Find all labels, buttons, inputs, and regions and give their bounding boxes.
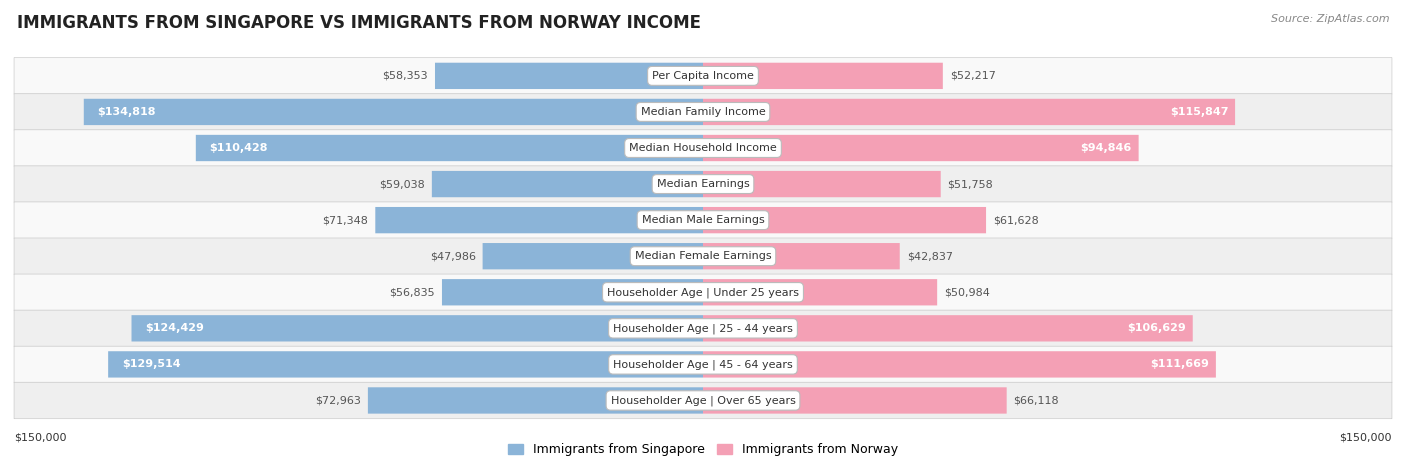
Text: $66,118: $66,118 [1014,396,1059,405]
FancyBboxPatch shape [703,63,943,89]
FancyBboxPatch shape [703,387,1007,414]
FancyBboxPatch shape [84,99,703,125]
Text: Source: ZipAtlas.com: Source: ZipAtlas.com [1271,14,1389,24]
Text: $71,348: $71,348 [322,215,368,225]
FancyBboxPatch shape [703,99,1234,125]
Text: $51,758: $51,758 [948,179,994,189]
FancyBboxPatch shape [14,202,1392,238]
Text: $56,835: $56,835 [389,287,434,297]
FancyBboxPatch shape [482,243,703,269]
Text: $115,847: $115,847 [1170,107,1229,117]
Text: Householder Age | Over 65 years: Householder Age | Over 65 years [610,395,796,406]
FancyBboxPatch shape [132,315,703,341]
Text: $134,818: $134,818 [97,107,156,117]
FancyBboxPatch shape [434,63,703,89]
FancyBboxPatch shape [703,171,941,197]
Text: $42,837: $42,837 [907,251,953,261]
Text: $110,428: $110,428 [209,143,269,153]
Text: $150,000: $150,000 [14,433,66,443]
Text: $61,628: $61,628 [993,215,1039,225]
FancyBboxPatch shape [375,207,703,234]
FancyBboxPatch shape [432,171,703,197]
FancyBboxPatch shape [703,135,1139,161]
Text: $94,846: $94,846 [1080,143,1132,153]
Text: $47,986: $47,986 [430,251,475,261]
Text: Householder Age | 45 - 64 years: Householder Age | 45 - 64 years [613,359,793,370]
FancyBboxPatch shape [14,94,1392,130]
Text: $129,514: $129,514 [122,360,180,369]
Text: Median Family Income: Median Family Income [641,107,765,117]
Text: IMMIGRANTS FROM SINGAPORE VS IMMIGRANTS FROM NORWAY INCOME: IMMIGRANTS FROM SINGAPORE VS IMMIGRANTS … [17,14,700,32]
FancyBboxPatch shape [14,310,1392,347]
FancyBboxPatch shape [14,238,1392,275]
FancyBboxPatch shape [703,315,1192,341]
FancyBboxPatch shape [108,351,703,377]
Text: Median Female Earnings: Median Female Earnings [634,251,772,261]
Legend: Immigrants from Singapore, Immigrants from Norway: Immigrants from Singapore, Immigrants fr… [503,439,903,461]
FancyBboxPatch shape [14,382,1392,419]
FancyBboxPatch shape [441,279,703,305]
Text: Householder Age | 25 - 44 years: Householder Age | 25 - 44 years [613,323,793,333]
Text: Median Earnings: Median Earnings [657,179,749,189]
FancyBboxPatch shape [703,243,900,269]
Text: $111,669: $111,669 [1150,360,1209,369]
Text: $106,629: $106,629 [1128,323,1185,333]
Text: $58,353: $58,353 [382,71,427,81]
FancyBboxPatch shape [368,387,703,414]
Text: $50,984: $50,984 [943,287,990,297]
FancyBboxPatch shape [703,351,1216,377]
Text: Householder Age | Under 25 years: Householder Age | Under 25 years [607,287,799,297]
Text: $59,038: $59,038 [380,179,425,189]
FancyBboxPatch shape [14,166,1392,202]
FancyBboxPatch shape [703,207,986,234]
Text: $52,217: $52,217 [949,71,995,81]
FancyBboxPatch shape [14,274,1392,311]
Text: Median Male Earnings: Median Male Earnings [641,215,765,225]
Text: $72,963: $72,963 [315,396,361,405]
Text: Median Household Income: Median Household Income [628,143,778,153]
FancyBboxPatch shape [14,346,1392,382]
FancyBboxPatch shape [14,57,1392,94]
Text: $124,429: $124,429 [145,323,204,333]
Text: Per Capita Income: Per Capita Income [652,71,754,81]
FancyBboxPatch shape [14,130,1392,166]
FancyBboxPatch shape [703,279,938,305]
FancyBboxPatch shape [195,135,703,161]
Text: $150,000: $150,000 [1340,433,1392,443]
